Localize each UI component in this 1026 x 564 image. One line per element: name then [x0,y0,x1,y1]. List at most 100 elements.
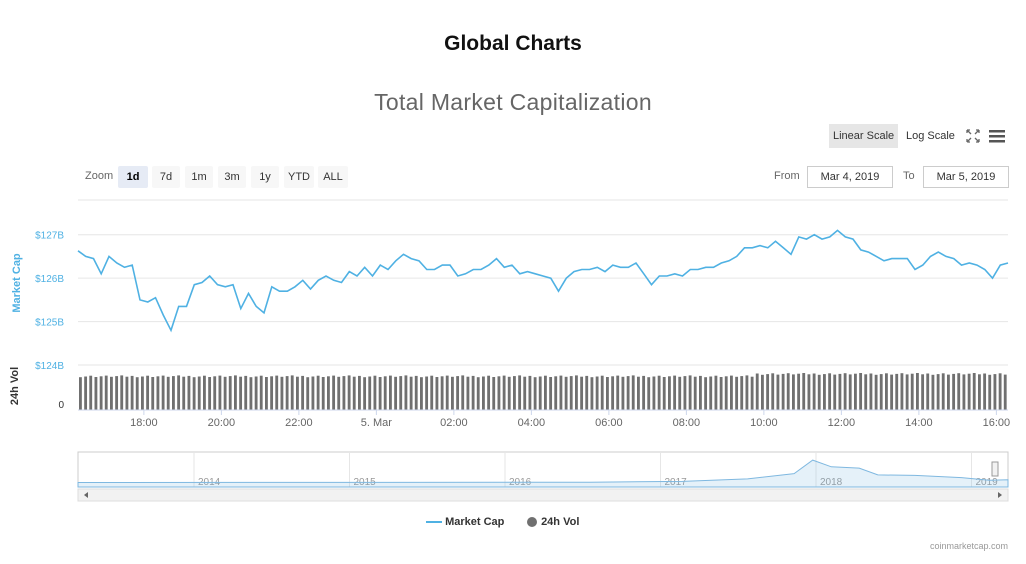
volume-bar [983,373,987,410]
volume-bar [151,377,155,410]
navigator-year-label: 2016 [509,477,532,488]
navigator-year-label: 2019 [976,477,999,488]
volume-bar [79,377,82,410]
volume-bar [972,373,976,410]
navigator-frame [77,451,1009,488]
volume-bar [280,376,284,410]
zoom-ytd-button[interactable]: YTD [284,166,314,188]
volume-bar [941,373,945,410]
x-tick-label: 20:00 [208,417,236,429]
log-scale-button[interactable]: Log Scale [906,130,955,142]
market-cap-line [77,229,1009,333]
volume-bar [569,376,573,410]
volume-bar [554,376,558,410]
volume-bar [389,375,392,410]
volume-bar [967,373,971,410]
x-tick-label: 08:00 [673,417,701,429]
volume-bar [921,374,925,410]
volume-bar [766,374,770,410]
scroll-right-icon [998,492,1002,498]
volume-bar [714,375,718,410]
volume-bar [864,374,868,410]
volume-bar [993,374,997,410]
volume-bar [931,374,935,410]
volume-bar [337,376,341,410]
volume-bar [750,376,754,410]
volume-bar [724,376,728,410]
volume-bar [347,375,351,410]
volume-bar [430,375,434,410]
legend-24h-vol[interactable]: 24h Vol [526,516,579,528]
x-tick-label: 12:00 [828,417,856,429]
x-tick-label: 18:00 [130,417,158,429]
volume-bar [492,377,496,410]
legend-market-cap[interactable]: Market Cap [426,516,504,528]
page-title: Global Charts [444,32,582,55]
volume-bar [161,375,165,410]
volume-bar [988,374,992,410]
menu-icon[interactable] [989,129,1005,148]
volume-bar [885,373,888,410]
volume-bar [797,373,801,410]
from-date-input[interactable]: Mar 4, 2019 [807,166,893,188]
volume-bar [332,375,336,410]
navigator-year-label: 2014 [198,477,221,488]
volume-bar [647,377,651,410]
volume-bar [94,377,98,410]
x-tick-label: 5. Mar [361,417,393,429]
linear-scale-button[interactable]: Linear Scale [829,124,899,148]
volume-bar [730,375,733,410]
volume-bar [296,376,299,410]
x-tick-label: 16:00 [983,417,1011,429]
volume-bar [735,376,739,410]
volume-bar [678,376,682,410]
volume-bar [476,377,480,410]
volume-bar [879,374,883,410]
volume-bar [208,377,212,410]
volume-bar [916,373,919,410]
from-label: From [774,170,800,182]
volume-bar [115,376,119,410]
volume-bar [285,376,289,410]
zoom-1y-button[interactable]: 1y [251,166,279,188]
volume-bar [528,375,532,410]
volume-bar [213,376,217,410]
volume-bar [533,377,537,410]
volume-bar [270,376,274,410]
volume-bar [306,377,310,410]
y-tick-label: $124B [35,361,64,372]
volume-bar [662,377,666,410]
volume-bar [502,375,506,410]
fullscreen-icon[interactable] [966,129,980,148]
navigator-handle [991,461,999,477]
volume-bar [373,375,377,410]
chart-title: Total Market Capitalization [374,89,652,115]
volume-bar [394,376,398,410]
to-date-input[interactable]: Mar 5, 2019 [923,166,1009,188]
zoom-3m-button[interactable]: 3m [218,166,246,188]
volume-bar [146,375,150,410]
volume-bar [249,377,253,410]
zoom-label: Zoom [85,170,114,182]
volume-bar [265,377,268,410]
zoom-7d-button[interactable]: 7d [152,166,180,188]
volume-bar [699,375,702,410]
volume-bar [311,376,315,410]
zoom-all-button[interactable]: ALL [318,166,348,188]
volume-bar [786,373,790,410]
volume-bar [130,375,134,410]
x-tick-label: 22:00 [285,417,313,429]
credit-link[interactable]: coinmarketcap.com [929,541,1008,551]
navigator-area [77,459,1009,488]
volume-bar [843,373,847,410]
volume-bar [321,377,325,410]
volume-bar [595,376,599,410]
volume-bar [84,376,88,410]
volume-bar [383,376,387,410]
zoom-1d-button[interactable]: 1d [118,166,148,188]
zoom-1m-button[interactable]: 1m [185,166,213,188]
volume-bar [673,375,677,410]
volume-bar [606,377,609,410]
volume-bar [135,377,139,410]
volume-bar [301,375,305,410]
